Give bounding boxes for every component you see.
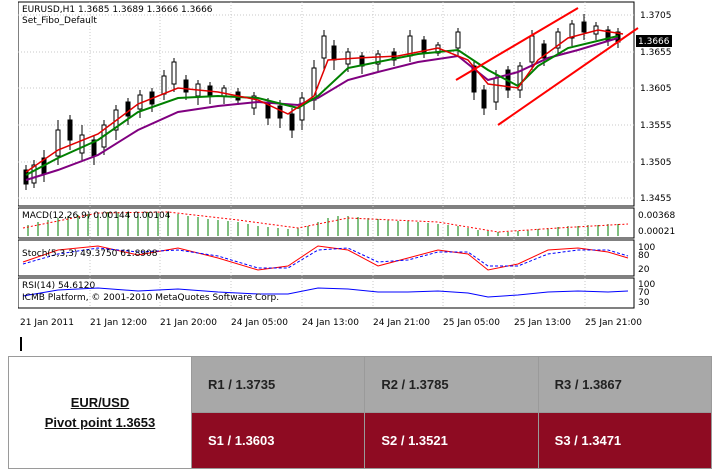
stoch-main-line — [22, 245, 629, 271]
support-3: S3 / 1.3471 — [537, 412, 713, 469]
text-cursor — [20, 337, 22, 351]
copyright-label: ICMB Platform, © 2001-2010 MetaQuotes So… — [22, 293, 279, 303]
price-tick: 1.3505 — [640, 158, 672, 168]
pivot-table: EUR/USD Pivot point 1.3653 R1 / 1.3735 R… — [8, 356, 713, 469]
stoch-signal-line — [22, 247, 629, 269]
price-panel — [17, 1, 635, 207]
indicator-name: Set_Fibo_Default — [22, 16, 97, 26]
rsi-label: RSI(14) 54.6120 — [22, 281, 95, 291]
support-1: S1 / 1.3603 — [190, 412, 366, 469]
time-tick: 25 Jan 05:00 — [443, 318, 500, 328]
ema-fast-line — [25, 29, 624, 173]
support-2: S2 / 1.3521 — [364, 412, 539, 469]
pivot-point-label: Pivot point 1.3653 — [44, 414, 156, 430]
resistance-3: R3 / 1.3867 — [537, 356, 713, 413]
stoch-panel — [17, 239, 635, 277]
time-tick: 24 Jan 21:00 — [373, 318, 430, 328]
ema-slow-line — [25, 37, 619, 181]
stoch-tick: 100 — [638, 243, 655, 253]
rsi-tick: 30 — [638, 298, 650, 308]
rsi-tick: 70 — [638, 288, 650, 298]
macd-tick: 0.00021 — [638, 227, 675, 237]
symbol-label: EUR/USD — [70, 394, 130, 410]
time-tick: 21 Jan 12:00 — [90, 318, 147, 328]
time-tick: 24 Jan 05:00 — [231, 318, 288, 328]
rsi-line — [22, 287, 629, 298]
resistance-1: R1 / 1.3735 — [190, 356, 366, 413]
macd-bars — [27, 212, 619, 236]
resistance-2: R2 / 1.3785 — [364, 356, 539, 413]
time-tick: 21 Jan 20:00 — [160, 318, 217, 328]
macd-tick: 0.00368 — [638, 211, 675, 221]
macd-label: MACD(12,26,9) 0.00144 0.00104 — [22, 211, 171, 221]
stoch-tick: 20 — [638, 265, 650, 275]
price-tick: 1.3705 — [640, 11, 672, 21]
time-tick: 25 Jan 21:00 — [585, 318, 642, 328]
current-price-label: 1.3666 — [638, 37, 670, 47]
pivot-cell: EUR/USD Pivot point 1.3653 — [8, 356, 192, 469]
time-tick: 25 Jan 13:00 — [514, 318, 571, 328]
price-tick: 1.3605 — [640, 84, 672, 94]
time-tick: 21 Jan 2011 — [20, 318, 74, 328]
time-tick: 24 Jan 13:00 — [302, 318, 359, 328]
trend-channel — [455, 7, 639, 126]
macd-signal-line — [22, 211, 629, 233]
grid — [18, 2, 634, 308]
chart-title: EURUSD,H1 1.3685 1.3689 1.3666 1.3666 — [22, 5, 213, 15]
rsi-tick: 100 — [638, 280, 655, 290]
price-tick: 1.3655 — [640, 48, 672, 58]
price-chart[interactable]: 1.3666 1.3705 1.3655 1.3605 1.3555 1.350… — [17, 0, 681, 330]
rsi-panel — [17, 277, 635, 309]
stoch-label: Stoch(5,3,3) 49.3750 61.8908 — [22, 249, 158, 259]
price-tick: 1.3555 — [640, 121, 672, 131]
macd-panel — [17, 207, 635, 239]
price-tick: 1.3455 — [640, 194, 672, 204]
stoch-tick: 80 — [638, 251, 650, 261]
